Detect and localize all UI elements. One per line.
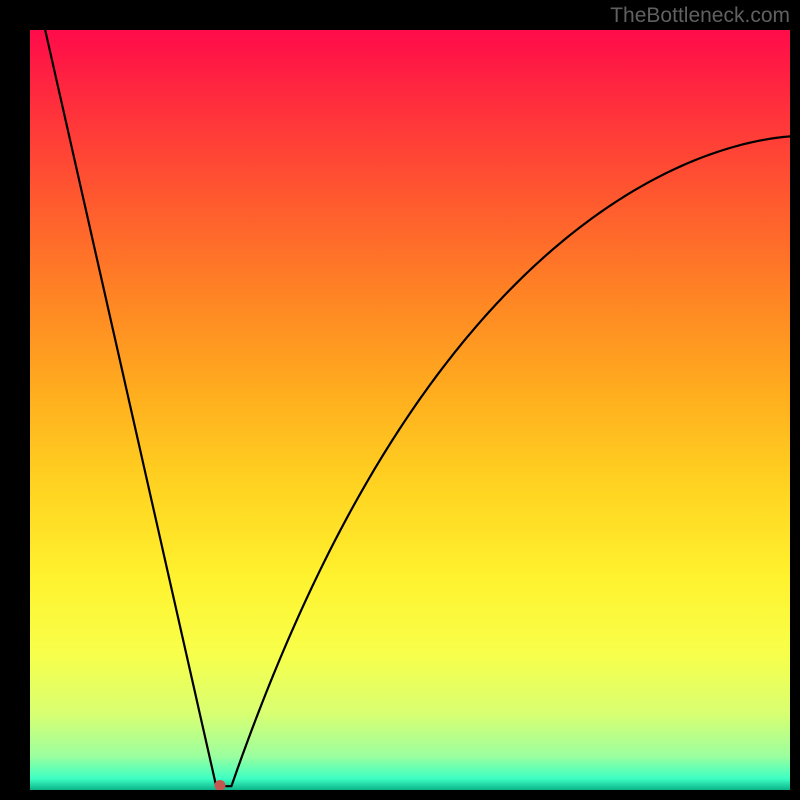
watermark-text: TheBottleneck.com — [610, 4, 790, 28]
plot-area — [30, 30, 790, 790]
heat-gradient-background — [30, 30, 790, 790]
chart-container: TheBottleneck.com — [0, 0, 800, 800]
